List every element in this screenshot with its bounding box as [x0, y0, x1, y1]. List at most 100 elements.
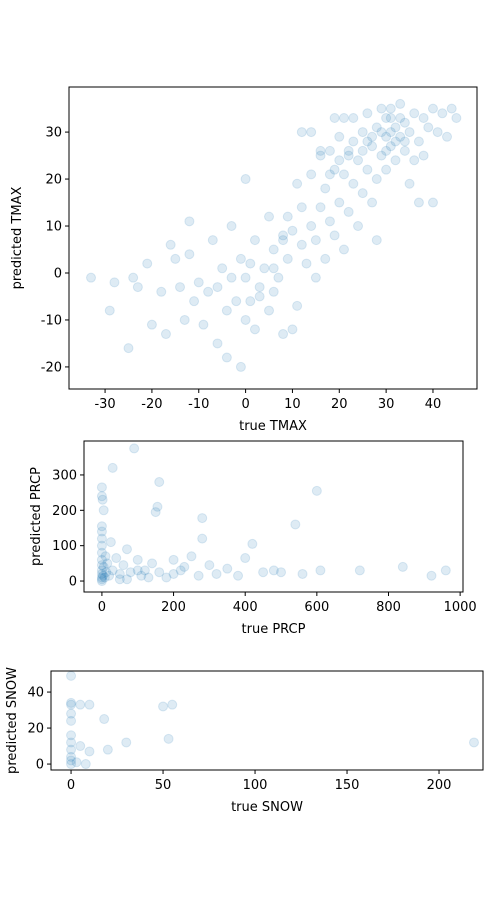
point — [395, 131, 406, 142]
point — [203, 286, 214, 297]
y-tick-label: 300 — [52, 468, 77, 483]
point — [432, 127, 443, 138]
point — [96, 574, 107, 585]
point — [413, 136, 424, 147]
x-tick-label: 600 — [304, 600, 329, 615]
y-tick-label: 30 — [45, 126, 62, 141]
point — [158, 701, 169, 712]
x-tick-label: 10 — [284, 397, 301, 412]
point — [404, 127, 415, 138]
point — [306, 169, 317, 180]
point — [320, 253, 331, 264]
point — [315, 150, 326, 161]
point — [66, 730, 77, 741]
point — [399, 136, 410, 147]
point — [121, 544, 132, 555]
point — [235, 253, 246, 264]
point — [66, 670, 77, 681]
point — [109, 277, 120, 288]
point — [395, 112, 406, 123]
point — [231, 296, 242, 307]
point — [437, 108, 448, 119]
point — [348, 112, 359, 123]
point — [390, 136, 401, 147]
point — [168, 554, 179, 565]
point — [371, 235, 382, 246]
point — [111, 553, 122, 564]
point — [329, 164, 340, 175]
x-tick-label: 50 — [155, 778, 172, 793]
point — [66, 759, 77, 770]
point — [324, 169, 335, 180]
point — [154, 567, 165, 578]
point — [264, 305, 275, 316]
point — [440, 565, 451, 576]
point — [96, 568, 107, 579]
point — [268, 286, 279, 297]
point — [348, 178, 359, 189]
point — [301, 258, 312, 269]
x-tick-label: 30 — [378, 397, 395, 412]
point — [376, 150, 387, 161]
y-axis-label: predicted TMAX — [10, 187, 25, 290]
point — [249, 324, 260, 335]
point — [353, 221, 364, 232]
point — [66, 744, 77, 755]
point — [66, 697, 77, 708]
point — [212, 338, 223, 349]
point — [75, 741, 86, 752]
point — [121, 737, 132, 748]
point — [86, 272, 97, 283]
point — [84, 699, 95, 710]
y-axis-label: predicted PRCP — [29, 467, 44, 566]
point — [381, 145, 392, 156]
point — [198, 319, 209, 330]
point — [84, 746, 95, 757]
point — [357, 145, 368, 156]
point — [245, 258, 256, 269]
point — [292, 300, 303, 311]
point — [118, 560, 129, 571]
point — [142, 258, 153, 269]
axes-frame — [68, 86, 478, 390]
point — [343, 206, 354, 217]
point — [80, 759, 91, 770]
subplot: 0 50 100 150 200 0 20 40 true SNOW predicted SNOW — [5, 667, 484, 815]
point — [136, 570, 147, 581]
point — [207, 235, 218, 246]
point — [99, 714, 110, 725]
point — [273, 272, 284, 283]
point — [184, 249, 195, 260]
point — [451, 112, 462, 123]
point — [371, 174, 382, 185]
point — [66, 699, 77, 710]
point — [147, 558, 158, 569]
point — [146, 319, 157, 330]
point — [75, 699, 86, 710]
x-tick-label: 1000 — [444, 600, 477, 615]
point — [184, 216, 195, 227]
y-axis-label: predicted SNOW — [5, 667, 20, 774]
point — [409, 155, 420, 166]
point — [254, 291, 265, 302]
point — [96, 554, 107, 565]
point — [334, 197, 345, 208]
point — [96, 560, 107, 571]
point — [385, 112, 396, 123]
y-tick-label: 20 — [27, 722, 44, 737]
y-tick-label: 20 — [45, 173, 62, 188]
point — [381, 112, 392, 123]
point — [427, 197, 438, 208]
point — [296, 202, 307, 213]
point — [381, 164, 392, 175]
point — [423, 122, 434, 133]
y-tick-label: -20 — [41, 360, 62, 375]
point — [290, 519, 301, 530]
point — [381, 131, 392, 142]
point — [139, 565, 150, 576]
point — [297, 568, 308, 579]
point — [240, 174, 251, 185]
point — [226, 221, 237, 232]
point — [245, 296, 256, 307]
